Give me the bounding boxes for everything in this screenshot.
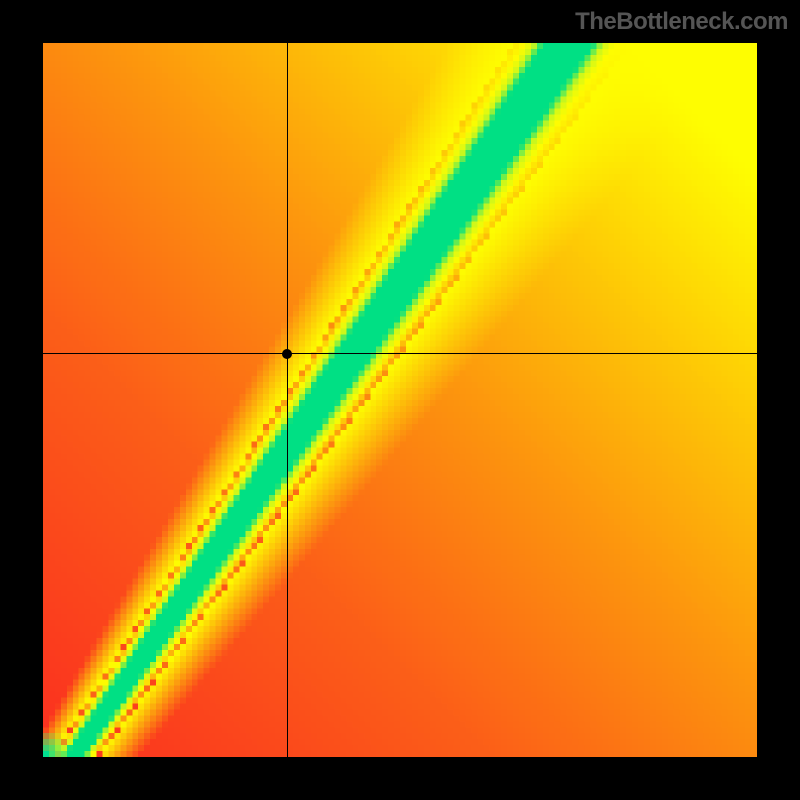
crosshair-vertical — [287, 43, 288, 757]
crosshair-horizontal — [43, 353, 757, 354]
watermark-text: TheBottleneck.com — [575, 8, 788, 36]
crosshair-dot — [282, 349, 292, 359]
heatmap-canvas — [43, 43, 757, 757]
